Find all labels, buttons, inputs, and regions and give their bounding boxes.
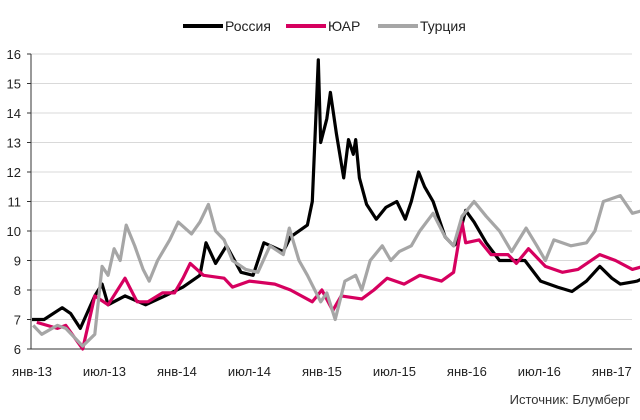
y-tick-label: 9 — [14, 254, 21, 269]
y-tick-label: 6 — [14, 342, 21, 357]
series-line-1 — [32, 58, 640, 330]
y-tick-label: 12 — [7, 165, 21, 180]
legend-label: Россия — [225, 18, 271, 34]
y-tick-label: 10 — [7, 224, 21, 239]
legend-label: Турция — [420, 18, 466, 34]
x-tick-label: июл-13 — [83, 364, 126, 379]
y-tick-label: 7 — [14, 313, 21, 328]
legend-label: ЮАР — [328, 18, 360, 34]
x-tick-label: июл-15 — [373, 364, 416, 379]
y-tick-label: 13 — [7, 136, 21, 151]
y-tick-label: 14 — [7, 106, 21, 121]
x-tick-label: июл-14 — [228, 364, 271, 379]
source-note: Источник: Блумберг — [509, 392, 630, 407]
x-tick-label: янв-13 — [12, 364, 52, 379]
y-tick-label: 15 — [7, 77, 21, 92]
x-tick-label: янв-15 — [302, 364, 342, 379]
x-tick-label: янв-17 — [592, 364, 632, 379]
y-tick-label: 16 — [7, 47, 21, 62]
series-line-2 — [36, 220, 640, 351]
series-line-3 — [32, 194, 640, 348]
y-tick-label: 11 — [8, 195, 22, 210]
x-tick-label: янв-14 — [157, 364, 197, 379]
x-tick-label: янв-16 — [447, 364, 487, 379]
x-tick-label: июл-16 — [518, 364, 561, 379]
y-tick-label: 8 — [14, 283, 21, 298]
